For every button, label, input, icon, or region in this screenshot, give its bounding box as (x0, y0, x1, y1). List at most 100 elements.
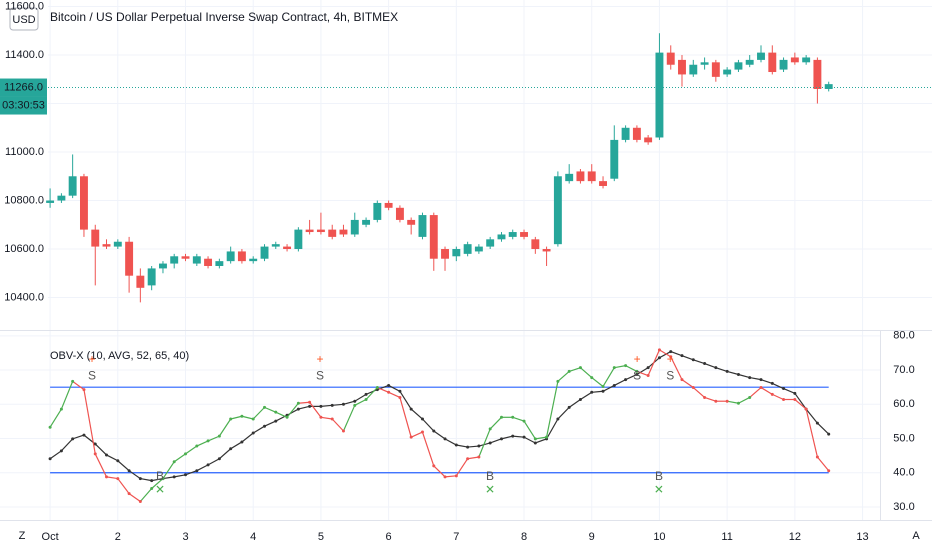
z-button[interactable]: Z (19, 530, 26, 542)
slow-point (522, 435, 526, 439)
slow-point (59, 449, 63, 453)
candle-body (520, 232, 528, 237)
slow-point (477, 444, 481, 448)
fast-line-segment (816, 456, 830, 472)
fast-line-segment (636, 370, 649, 377)
fast-line-segment (309, 401, 322, 418)
fast-point (150, 487, 154, 491)
fast-line-segment (444, 475, 457, 478)
fast-line-segment (614, 365, 626, 369)
fast-point (184, 452, 188, 456)
signal-annotation: ✕ (485, 483, 495, 497)
fast-line-segment (388, 391, 401, 398)
candle-body (802, 57, 811, 63)
fast-point (488, 427, 492, 431)
fast-line-segment (794, 399, 807, 410)
fast-line-segment (241, 415, 254, 420)
fast-line-segment (580, 367, 593, 379)
candle-body (711, 62, 720, 77)
candle-body (226, 251, 235, 262)
last-price-label: 11266.0 (4, 81, 43, 93)
fast-point (161, 477, 165, 481)
currency-label[interactable]: USD (12, 14, 35, 26)
fast-point (624, 364, 628, 368)
fast-line-segment (60, 381, 74, 410)
candle-body (745, 59, 754, 65)
fast-point (815, 455, 819, 459)
candle-body (237, 251, 246, 262)
slow-point (601, 389, 605, 393)
x-tick-label: 2 (115, 531, 121, 543)
slow-point (466, 445, 470, 449)
slow-point (150, 479, 154, 483)
fast-line-segment (557, 370, 570, 382)
x-tick-label: 5 (318, 531, 324, 543)
fast-line-segment (727, 400, 739, 404)
candle-body (497, 234, 506, 240)
y-tick-label: 10800.0 (4, 194, 44, 206)
x-tick-label: 10 (653, 531, 665, 543)
fast-point (736, 401, 740, 405)
fast-line-segment (625, 365, 638, 372)
candle-body (316, 229, 325, 233)
candle-body (678, 59, 686, 75)
candle-body (57, 195, 66, 201)
candle-body (474, 246, 483, 252)
fast-line-segment (805, 408, 818, 458)
slow-point (274, 419, 278, 423)
candle-body (350, 219, 359, 235)
candle-body (576, 171, 585, 182)
slow-point (48, 457, 52, 461)
candle-body (429, 215, 438, 259)
fast-point (229, 417, 233, 421)
fast-line-segment (49, 408, 62, 428)
fast-point (748, 395, 752, 399)
signal-annotation: B (655, 469, 663, 483)
slow-point (138, 477, 142, 481)
x-tick-label: 13 (856, 531, 868, 543)
fast-point (308, 400, 312, 404)
candle-body (587, 171, 596, 182)
candle-body (395, 207, 404, 220)
currency-box[interactable] (9, 7, 39, 31)
slow-point (443, 437, 447, 441)
candle-body (170, 256, 179, 264)
fast-line-segment (264, 406, 276, 413)
fast-point (409, 435, 413, 439)
y-tick-label: 11600.0 (5, 0, 44, 12)
fast-point (477, 455, 481, 459)
slow-point (714, 366, 718, 370)
fast-line-segment (591, 377, 604, 387)
fast-line-segment (772, 393, 784, 401)
fast-line-segment (410, 431, 423, 438)
fast-point (217, 434, 221, 438)
candle-body (79, 176, 88, 230)
fast-point (48, 425, 52, 429)
slow-point (296, 407, 300, 411)
fast-point (138, 500, 142, 504)
fast-point (556, 379, 560, 383)
slow-point (341, 402, 345, 406)
candle-body (553, 176, 562, 245)
candle-body (418, 215, 427, 237)
slow-point (364, 392, 368, 396)
slow-point (454, 443, 458, 447)
signal-annotation: ✕ (654, 483, 664, 497)
candle-body (644, 137, 653, 143)
slow-point (815, 421, 819, 425)
slow-point (827, 432, 831, 436)
fast-point (330, 417, 334, 421)
fast-line-segment (647, 349, 660, 376)
fast-point (387, 390, 391, 394)
x-tick-label: 8 (521, 531, 527, 543)
candle-body (632, 127, 641, 140)
fast-line-segment (545, 381, 559, 438)
a-button[interactable]: A (912, 530, 920, 542)
slow-point (703, 362, 707, 366)
fast-line-segment (738, 396, 750, 404)
y-tick-label: 10600.0 (4, 243, 44, 255)
candle-body (159, 263, 167, 269)
candle-body (655, 52, 664, 138)
